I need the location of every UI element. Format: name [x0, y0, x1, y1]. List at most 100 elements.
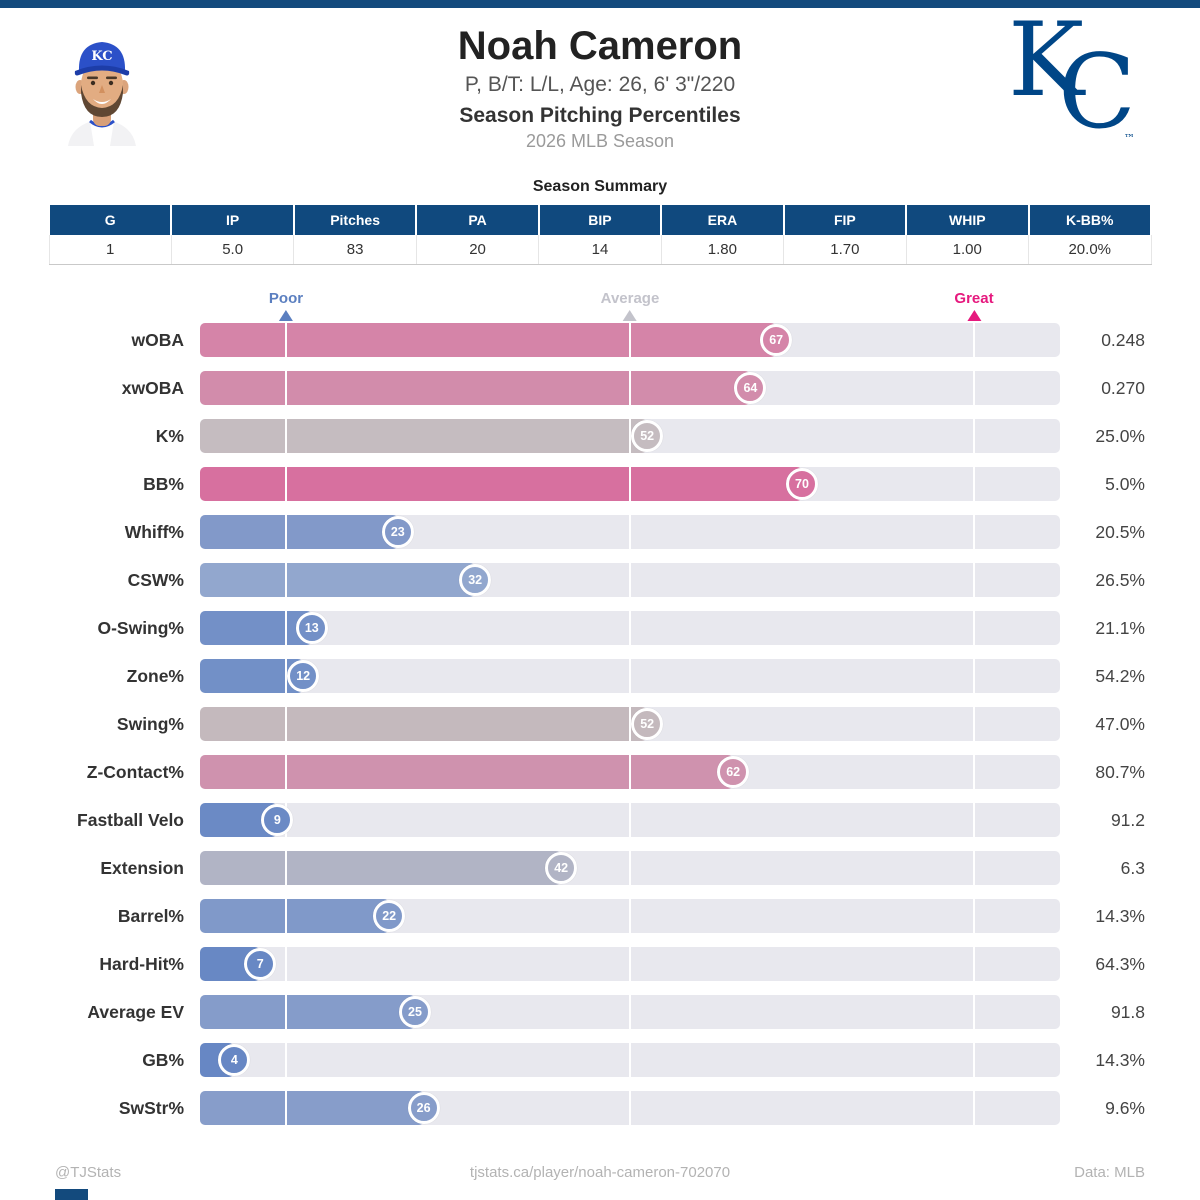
- percentile-bubble: 13: [295, 612, 328, 644]
- stat-label: GB%: [142, 1049, 184, 1070]
- gridline: [285, 515, 287, 549]
- gridline: [629, 515, 631, 549]
- percentile-bubble: 67: [760, 324, 793, 356]
- percentile-fill: [200, 467, 802, 501]
- chart-row: O-Swing% 13 21.1%: [0, 611, 1200, 645]
- gridline: [285, 419, 287, 453]
- percentile-track: 32: [200, 563, 1060, 597]
- summary-col-header: BIP: [537, 205, 663, 235]
- summary-title: Season Summary: [532, 178, 668, 195]
- logo-letter-c: C: [1058, 33, 1137, 152]
- gridline: [973, 611, 975, 645]
- percentile-bubble: 9: [261, 804, 294, 836]
- gridline: [285, 371, 287, 405]
- gridline: [973, 323, 975, 357]
- gridline: [973, 467, 975, 501]
- chart-rows: wOBA 67 0.248 xwOBA 64 0.270 K% 52 25.0% BB% 70 5.0…: [0, 323, 1200, 1125]
- footer-data-source: Data: MLB: [1074, 1164, 1145, 1181]
- percentile-track: 70: [200, 467, 1060, 501]
- gridline: [973, 1091, 975, 1125]
- stat-label: SwStr%: [118, 1097, 184, 1118]
- player-bio: P, B/T: L/L, Age: 26, 6' 3"/220: [464, 73, 736, 96]
- stat-label: Swing%: [116, 713, 184, 734]
- summary-cell: 5.0: [170, 235, 295, 265]
- percentile-fill: [200, 755, 734, 789]
- summary-col-header: IP: [170, 205, 295, 235]
- summary-col-header: WHIP: [905, 205, 1030, 235]
- summary-col-header: K-BB%: [1027, 205, 1152, 235]
- gridline: [285, 707, 287, 741]
- stat-label: Z-Contact%: [86, 761, 184, 782]
- chart-row: SwStr% 26 9.6%: [0, 1091, 1200, 1125]
- gridline: [973, 707, 975, 741]
- chart-markers: Poor Average Great: [200, 291, 1060, 323]
- percentile-track: 52: [200, 419, 1060, 453]
- stat-value: 26.5%: [1095, 569, 1145, 590]
- gridline: [973, 803, 975, 837]
- gridline: [973, 371, 975, 405]
- gridline: [973, 419, 975, 453]
- marker-label: Poor: [268, 290, 304, 307]
- stat-label: CSW%: [127, 569, 184, 590]
- gridline: [285, 467, 287, 501]
- gridline: [629, 659, 631, 693]
- stat-value: 0.270: [1101, 377, 1145, 398]
- stat-value: 14.3%: [1095, 1049, 1145, 1070]
- gridline: [973, 899, 975, 933]
- gridline: [285, 323, 287, 357]
- trademark-symbol: ™: [1124, 132, 1136, 145]
- gridline: [285, 995, 287, 1029]
- stat-label: Extension: [100, 857, 184, 878]
- stat-value: 6.3: [1120, 857, 1145, 878]
- chart-row: K% 52 25.0%: [0, 419, 1200, 453]
- marker-triangle-icon: [278, 310, 293, 321]
- percentile-fill: [200, 707, 648, 741]
- stat-label: xwOBA: [121, 377, 184, 398]
- player-headshot-graphic: KC: [68, 42, 136, 146]
- summary-col-header: Pitches: [292, 205, 418, 235]
- gridline: [629, 323, 631, 357]
- percentile-bubble: 22: [373, 900, 406, 932]
- summary-cell: 14: [538, 235, 662, 265]
- chart-row: GB% 4 14.3%: [0, 1043, 1200, 1077]
- percentile-bubble: 32: [459, 564, 492, 596]
- chart-row: Barrel% 22 14.3%: [0, 899, 1200, 933]
- stat-value: 0.248: [1101, 329, 1145, 350]
- stat-label: Average EV: [87, 1001, 184, 1022]
- summary-cell: 20: [415, 235, 540, 265]
- percentile-track: 13: [200, 611, 1060, 645]
- gridline: [285, 611, 287, 645]
- marker-triangle-icon: [967, 310, 981, 321]
- percentile-fill: [200, 1091, 424, 1125]
- summary-col-header: G: [47, 205, 173, 235]
- percentile-bubble: 52: [631, 708, 664, 740]
- stat-value: 9.6%: [1105, 1097, 1145, 1118]
- stat-label: Barrel%: [117, 905, 184, 926]
- stat-value: 64.3%: [1095, 953, 1145, 974]
- summary-col-header: PA: [415, 205, 540, 235]
- gridline: [285, 1043, 287, 1077]
- gridline: [629, 947, 631, 981]
- header: KC Noah Cameron P, B/T: L/L, Age: 26, 6'…: [0, 8, 1200, 166]
- gridline: [973, 563, 975, 597]
- percentile-track: 64: [200, 371, 1060, 405]
- gridline: [973, 1043, 975, 1077]
- gridline: [629, 803, 631, 837]
- summary-header-row: G IP Pitches PA BIP ERA FIP WHIP K-BB%: [47, 205, 1152, 235]
- percentile-bubble: 25: [399, 996, 431, 1028]
- chart-row: Extension 42 6.3: [0, 851, 1200, 885]
- stat-value: 80.7%: [1095, 761, 1145, 782]
- gridline: [285, 563, 287, 597]
- chart-row: xwOBA 64 0.270: [0, 371, 1200, 405]
- percentile-bubble: 62: [717, 756, 750, 788]
- gridline: [629, 611, 631, 645]
- gridline: [285, 659, 287, 693]
- chart-row: Zone% 12 54.2%: [0, 659, 1200, 693]
- gridline: [629, 995, 631, 1029]
- chart-row: Swing% 52 47.0%: [0, 707, 1200, 741]
- footer-url: tjstats.ca/player/noah-cameron-702070: [469, 1164, 731, 1181]
- footer-handle: @TJStats: [55, 1164, 122, 1181]
- gridline: [973, 515, 975, 549]
- stat-value: 47.0%: [1095, 713, 1145, 734]
- percentile-track: 12: [200, 659, 1060, 693]
